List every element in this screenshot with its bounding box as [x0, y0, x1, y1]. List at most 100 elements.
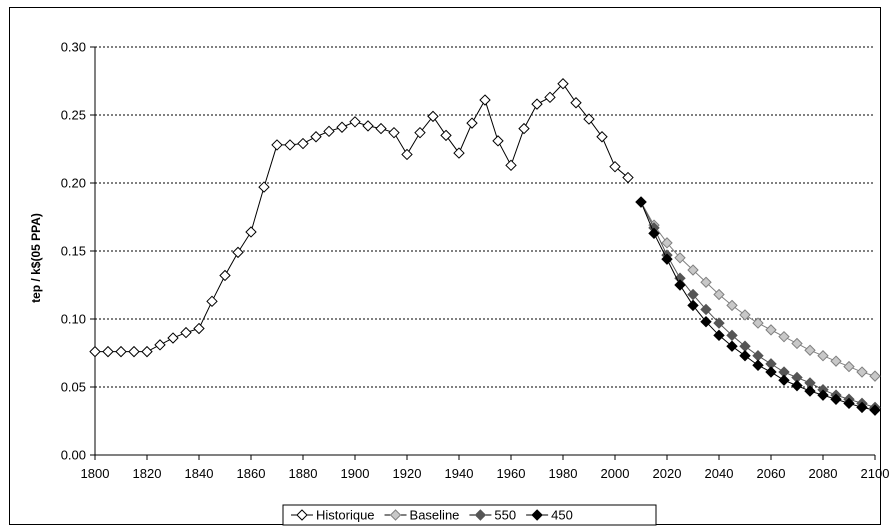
data-point [791, 337, 803, 350]
data-point [804, 385, 816, 397]
data-point [284, 139, 296, 151]
data-point [869, 370, 881, 382]
y-tick-label: 0.05 [61, 380, 86, 395]
data-point [726, 299, 738, 312]
x-tick-label: 2080 [809, 466, 838, 481]
data-point [492, 135, 504, 147]
data-point [232, 246, 244, 259]
data-point [570, 97, 582, 109]
legend-label: Historique [316, 508, 375, 523]
data-point [219, 269, 231, 282]
y-tick-label: 0.30 [61, 40, 86, 55]
x-tick-label: 1880 [289, 466, 318, 481]
data-point [752, 317, 764, 329]
data-point [193, 322, 205, 335]
data-point [401, 148, 413, 161]
y-axis-title: tep / k$(05 PPA) [29, 213, 43, 303]
data-point [726, 340, 738, 352]
data-point [479, 94, 491, 106]
data-point [700, 303, 712, 316]
data-point [713, 329, 725, 342]
data-point [310, 131, 322, 143]
x-tick-label: 1840 [185, 466, 214, 481]
data-point [388, 126, 400, 139]
data-point [518, 122, 530, 135]
data-point [141, 345, 153, 358]
data-point [245, 226, 257, 238]
legend-item-450: 450 [526, 508, 573, 523]
series [89, 78, 881, 416]
data-point [791, 379, 803, 392]
data-point [505, 159, 517, 172]
y-tick-label: 0.25 [61, 108, 86, 123]
data-point [180, 326, 192, 339]
series-line [95, 82, 629, 353]
data-point [856, 401, 868, 414]
data-point [674, 279, 686, 291]
data-point [466, 117, 478, 129]
data-point [557, 78, 569, 90]
data-point [596, 131, 608, 143]
data-point [739, 350, 751, 362]
series-line [640, 201, 876, 408]
data-point [765, 366, 777, 378]
legend-label: 550 [494, 508, 516, 523]
legend-item-550: 550 [469, 508, 516, 523]
data-point [635, 196, 647, 208]
x-tick-label: 1800 [81, 466, 110, 481]
data-point [830, 393, 842, 405]
x-tick-label: 2040 [705, 466, 734, 481]
chart-frame [9, 7, 881, 525]
x-tick-label: 2000 [601, 466, 630, 481]
series-line [640, 201, 876, 411]
data-point [856, 366, 868, 378]
data-point [583, 113, 595, 125]
data-point [89, 345, 101, 358]
legend-marker [531, 509, 543, 521]
data-point [375, 122, 387, 135]
legend-marker [474, 509, 487, 521]
x-tick-label: 1920 [393, 466, 422, 481]
data-point [817, 389, 829, 401]
series-550 [635, 196, 881, 414]
legend-marker [296, 509, 308, 521]
data-point [531, 98, 543, 110]
data-point [804, 344, 816, 356]
data-point [609, 160, 621, 173]
data-point [661, 253, 673, 265]
data-point [843, 360, 855, 373]
y-tick-label: 0.15 [61, 244, 86, 259]
data-point [700, 276, 712, 288]
series-historique [89, 78, 634, 358]
series-baseline [635, 196, 881, 382]
legend-marker [389, 509, 402, 521]
series-line [640, 201, 876, 377]
legend-item-baseline: Baseline [384, 508, 460, 523]
data-point [830, 355, 842, 367]
x-tick-label: 1820 [133, 466, 162, 481]
x-tick-label: 1900 [341, 466, 370, 481]
data-point [362, 120, 374, 132]
data-point [115, 345, 127, 358]
data-point [414, 126, 426, 139]
data-point [544, 91, 556, 104]
data-point [713, 317, 725, 329]
x-tick-label: 2100 [861, 466, 890, 481]
data-point [206, 295, 218, 308]
legend-item-historique: Historique [291, 508, 375, 523]
data-point [102, 345, 114, 358]
legend-label: Baseline [410, 508, 460, 523]
data-point [778, 374, 790, 386]
x-tick-label: 1960 [497, 466, 526, 481]
series-450 [635, 196, 881, 416]
axes: 0.00 0.05 0.10 0.15 0.20 0.25 0.30 1800 1820 1840… [61, 40, 890, 482]
data-point [687, 264, 699, 276]
data-point [687, 288, 699, 301]
data-point [713, 288, 725, 301]
data-point [336, 121, 348, 133]
x-tick-label: 1860 [237, 466, 266, 481]
data-point [687, 299, 699, 312]
data-point [427, 110, 439, 123]
data-point [843, 397, 855, 410]
